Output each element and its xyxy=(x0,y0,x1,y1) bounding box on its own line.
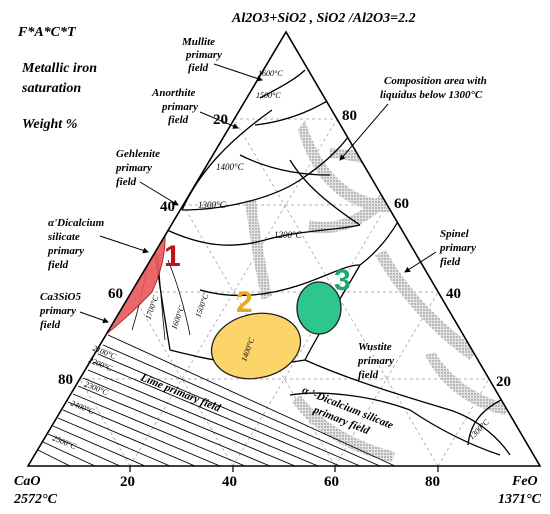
field-anorthite: Anorthite primary field xyxy=(151,87,198,126)
stipple-band-top-right xyxy=(330,148,420,175)
corner-right-name: FeO xyxy=(511,474,538,489)
svg-text:Spinel: Spinel xyxy=(440,228,470,240)
isotherm-2300: 2300°C xyxy=(83,380,110,398)
title-top: Al2O3+SiO2 , SiO2 /Al2O3=2.2 xyxy=(231,11,416,26)
triangle-outline xyxy=(26,30,542,467)
svg-text:primary: primary xyxy=(439,242,476,254)
stipple-band-bottom xyxy=(292,395,395,462)
isotherm-1300-right: 1300°C xyxy=(467,417,491,441)
stipple-band-middle xyxy=(245,200,272,300)
tick-left-80: 80 xyxy=(58,372,73,388)
tick-right-80: 80 xyxy=(342,108,357,124)
field-composition-area: Composition area with liquidus below 130… xyxy=(380,75,487,101)
tick-bottom-60: 60 xyxy=(324,474,339,490)
svg-text:Ca3SiO5: Ca3SiO5 xyxy=(40,291,81,303)
isotherm-1200: 1200°C xyxy=(274,230,303,240)
diagram-interior xyxy=(37,69,511,466)
svg-text:primary: primary xyxy=(39,305,76,317)
tick-right-20: 20 xyxy=(496,374,511,390)
field-ca3sio5: Ca3SiO5 primary field xyxy=(39,291,81,331)
svg-text:silicate: silicate xyxy=(47,231,80,243)
isotherm-1500-top: 1500°C xyxy=(256,91,281,100)
iron-label: Metallic iron xyxy=(21,61,97,76)
isotherm-2400: 2400°C xyxy=(69,399,96,417)
stipple-band-lower-right xyxy=(425,352,510,415)
svg-text:α'Dicalcium: α'Dicalcium xyxy=(48,217,105,229)
svg-text:primary: primary xyxy=(357,355,394,367)
field-dicalcium-alpha-prime: α'Dicalcium silicate primary field xyxy=(47,217,105,271)
svg-text:Wustite: Wustite xyxy=(358,341,392,353)
svg-text:field: field xyxy=(116,176,137,188)
isotherm-1400: 1400°C xyxy=(216,162,245,172)
tick-bottom-20: 20 xyxy=(120,474,135,490)
svg-text:Composition area with: Composition area with xyxy=(384,75,487,87)
svg-text:primary: primary xyxy=(161,101,198,113)
svg-text:liquidus below 1300°C: liquidus below 1300°C xyxy=(380,89,483,101)
isotherm-1600-top: 1600°C xyxy=(258,69,283,78)
svg-text:field: field xyxy=(48,259,69,271)
svg-text:Mullite: Mullite xyxy=(181,36,215,48)
region-1-label: 1 xyxy=(164,240,181,273)
svg-text:field: field xyxy=(188,62,209,74)
tick-left-20: 20 xyxy=(213,112,228,128)
saturation-label: saturation xyxy=(21,81,81,96)
svg-text:field: field xyxy=(40,319,61,331)
tick-bottom-40: 40 xyxy=(222,474,237,490)
isotherm-1300: 1300°C xyxy=(198,200,227,210)
corner-right-temp: 1371°C xyxy=(498,492,542,507)
svg-text:primary: primary xyxy=(47,245,84,257)
tick-right-40: 40 xyxy=(446,286,461,302)
svg-text:primary: primary xyxy=(185,49,222,61)
region-2 xyxy=(210,312,302,380)
field-wustite: Wustite primary field xyxy=(357,341,394,381)
isotherm-2500: 2500°C xyxy=(51,434,78,452)
isotherm-1600-mid: 1600°C xyxy=(169,304,186,331)
pointer-arrows xyxy=(79,63,437,324)
svg-text:field: field xyxy=(440,256,461,268)
svg-text:field: field xyxy=(358,369,379,381)
tick-bottom-80: 80 xyxy=(425,474,440,490)
region-2-label: 2 xyxy=(236,286,253,319)
svg-text:primary: primary xyxy=(115,162,152,174)
stipple-band-spinel xyxy=(375,250,478,360)
tick-right-60: 60 xyxy=(394,196,409,212)
tick-marks xyxy=(129,466,439,472)
region-3-label: 3 xyxy=(334,264,351,297)
svg-text:Gehlenite: Gehlenite xyxy=(116,148,160,160)
corner-left-temp: 2572°C xyxy=(13,492,58,507)
corner-left-name: CaO xyxy=(14,474,40,489)
field-gehlenite: Gehlenite primary field xyxy=(115,148,160,188)
isotherm-1500-mid: 1500°C xyxy=(193,292,210,319)
boundary-overlay xyxy=(199,284,301,296)
field-spinel: Spinel primary field xyxy=(439,228,476,268)
svg-text:Anorthite: Anorthite xyxy=(151,87,196,99)
lime-hatch xyxy=(37,334,396,466)
region-3 xyxy=(296,281,342,335)
system-label: F*A*C*T xyxy=(17,25,77,40)
svg-text:field: field xyxy=(168,114,189,126)
weight-label: Weight % xyxy=(22,117,77,132)
field-mullite: Mullite primary field xyxy=(181,36,222,74)
tick-left-60: 60 xyxy=(108,286,123,302)
tick-left-40: 40 xyxy=(160,199,175,215)
